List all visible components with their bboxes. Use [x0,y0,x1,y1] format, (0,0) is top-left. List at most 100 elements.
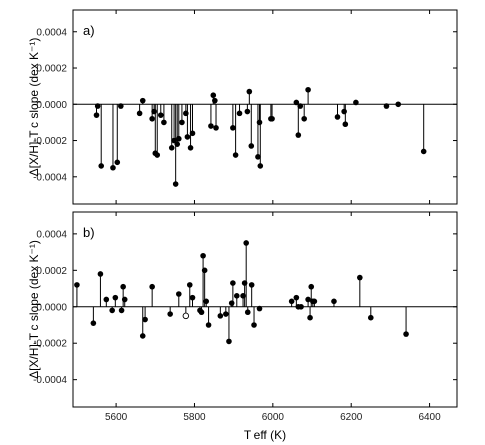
data-point [208,123,214,129]
data-point [288,298,295,305]
data-point [154,152,161,158]
data-point [308,283,315,290]
data-point [232,152,239,158]
x-tick-label: 6400 [418,412,441,423]
data-point [226,338,232,345]
data-point [236,110,243,117]
data-point [172,181,179,187]
data-point [205,322,212,328]
panel-label: b) [83,225,95,240]
data-point [112,294,119,301]
data-point [311,298,318,305]
data-point [149,283,155,290]
data-point [244,108,251,115]
data-point [142,316,148,323]
data-point [269,115,275,122]
data-point [251,322,257,328]
data-point [167,311,173,317]
data-point [341,108,347,115]
data-point [201,267,208,274]
data-point [149,115,155,122]
data-point [198,309,205,316]
data-point [203,298,210,305]
data-point [295,132,302,138]
data-point [93,112,100,118]
data-point [103,296,110,303]
data-point [161,119,167,126]
data-point [420,148,427,155]
data-point [186,282,193,288]
data-point [256,305,263,312]
y-tick-label: 0.0000 [36,302,67,313]
data-point [189,130,196,137]
plot-frame [72,211,458,408]
y-tick-label: 0.0000 [36,100,67,111]
data-point [297,103,304,109]
data-point [90,320,97,326]
data-point [139,97,146,104]
y-tick-label: 0.0004 [36,229,67,240]
data-point [383,103,390,109]
data-point [136,110,143,117]
y-axis-title: Δ[X/H]-T c slope (dex K⁻¹) [27,240,41,379]
y-tick-label: 0.0004 [36,27,67,38]
x-tick-label: 6200 [340,412,363,423]
data-point [187,144,194,151]
data-point [151,108,157,115]
data-point [217,313,224,319]
data-point [293,99,300,106]
data-point [298,303,304,310]
data-point [230,125,236,131]
data-point [331,298,337,305]
data-point [120,283,126,290]
plot-frame [72,9,458,205]
data-point [121,296,128,303]
data-point-open [182,312,190,320]
data-point [367,314,374,321]
y-axis-title: Δ[X/H]-T c slope (dex K⁻¹) [27,38,41,177]
data-point [342,121,349,128]
data-point [230,280,236,286]
data-point [305,86,311,93]
data-point [248,282,255,288]
data-point [301,115,307,122]
data-point [118,307,125,314]
data-point [233,293,240,299]
panel-a: -0.0004 -0.0002 0.0000 0.0002 0.0004 a) Δ[X/H]… [27,9,458,205]
x-tick-label: 6000 [262,412,285,423]
y-tick-label: -0.0004 [33,172,67,183]
x-tick-label: 5600 [105,412,128,423]
data-point [293,294,300,301]
y-tick-label: -0.0002 [33,136,67,147]
x-axis-title: T eff (K) [244,428,286,442]
data-point [244,309,251,316]
data-point [248,143,255,149]
data-point [189,294,196,301]
data-point [118,103,124,109]
data-point [395,101,402,108]
data-point [307,314,313,321]
data-point [223,311,229,317]
data-point [353,99,359,106]
data-point [74,282,80,288]
data-point [256,119,263,126]
panel-label: a) [83,23,95,38]
data-point [305,296,311,303]
data-point [184,134,191,140]
data-point [175,291,182,297]
panel-b: -0.0004 -0.0002 0.0000 0.0002 0.0004 5600 5800… [27,211,458,442]
data-point [255,154,261,160]
data-point [175,135,182,142]
data-point [257,163,264,169]
y-tick-label: -0.0002 [33,339,67,350]
data-point [179,119,185,126]
y-tick-label: -0.0004 [33,375,67,386]
data-point [174,141,181,147]
y-tick-label: 0.0002 [36,64,67,75]
x-tick-label: 5800 [183,412,206,423]
data-point [228,300,235,306]
data-point [246,88,253,95]
data-point [139,333,146,339]
y-tick-label: 0.0002 [36,266,67,277]
